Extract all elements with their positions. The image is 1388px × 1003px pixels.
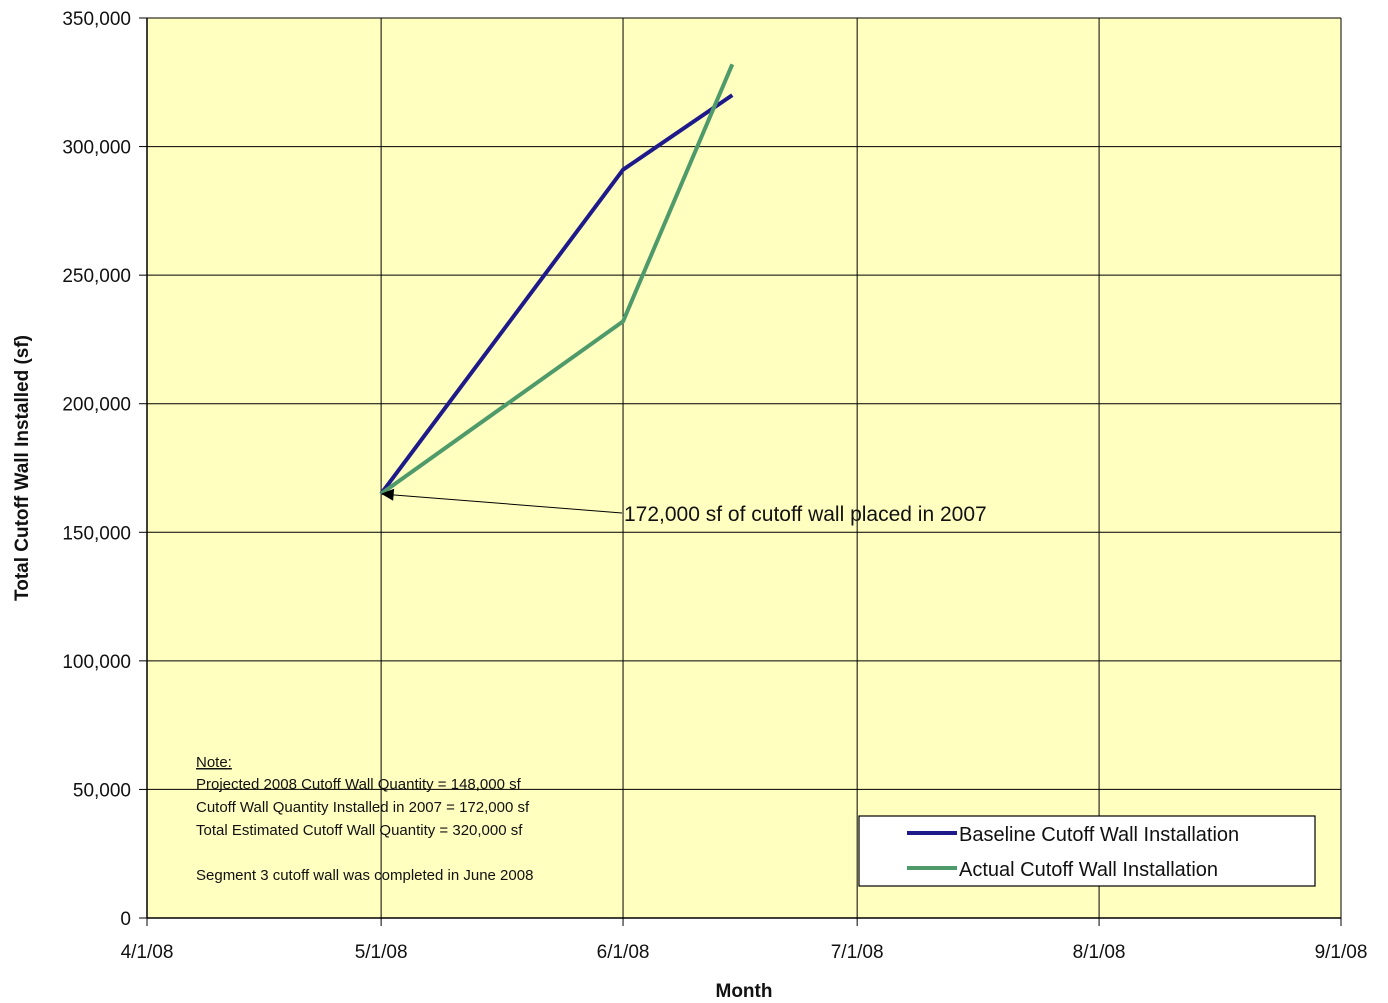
y-tick-label: 200,000 — [62, 395, 131, 416]
x-tick-label: 4/1/08 — [121, 942, 174, 963]
baseline-series-line — [379, 93, 734, 495]
y-tick-label: 150,000 — [62, 523, 131, 544]
x-tick-label: 9/1/08 — [1315, 942, 1368, 963]
note-line-2: Cutoff Wall Quantity Installed in 2007 =… — [196, 799, 530, 816]
x-tick-label: 7/1/08 — [831, 942, 884, 963]
x-tick-label: 8/1/08 — [1073, 942, 1126, 963]
y-tick-labels: 0 50,000 100,000 150,000 200,000 250,000 300,0… — [62, 9, 131, 930]
axes — [146, 18, 1341, 919]
legend-box — [858, 815, 1316, 887]
note-line-1: Projected 2008 Cutoff Wall Quantity = 14… — [196, 776, 522, 793]
y-axis-title: Total Cutoff Wall Installed (sf) — [12, 335, 33, 601]
legend-label-baseline: Baseline Cutoff Wall Installation — [959, 824, 1239, 846]
annotation-text: 172,000 sf of cutoff wall placed in 2007 — [624, 503, 987, 526]
y-tick-label: 50,000 — [73, 780, 131, 801]
annotation-arrow-line — [391, 494, 623, 514]
plot-area — [147, 18, 1341, 918]
x-tick-labels: 4/1/08 5/1/08 6/1/08 7/1/08 8/1/08 9/1/08 — [121, 942, 1368, 963]
grid-lines — [139, 17, 1342, 926]
series-lines — [379, 63, 735, 496]
legend: Baseline Cutoff Wall Installation Actual… — [858, 815, 1316, 887]
note-heading: Note: — [196, 754, 232, 771]
y-tick-label: 100,000 — [62, 652, 131, 673]
y-tick-label: 350,000 — [62, 9, 131, 30]
actual-series-line — [379, 63, 735, 496]
legend-label-actual: Actual Cutoff Wall Installation — [959, 859, 1218, 881]
note-line-5: Segment 3 cutoff wall was completed in J… — [196, 867, 533, 884]
note-line-3: Total Estimated Cutoff Wall Quantity = 3… — [196, 822, 523, 839]
annotation: 172,000 sf of cutoff wall placed in 2007 — [381, 488, 987, 526]
x-axis-title: Month — [716, 981, 773, 1002]
y-tick-label: 250,000 — [62, 266, 131, 287]
y-tick-label: 300,000 — [62, 138, 131, 159]
x-tick-label: 5/1/08 — [355, 942, 408, 963]
y-tick-label: 0 — [120, 909, 131, 930]
annotation-arrowhead — [381, 488, 395, 501]
note-block: Note: Projected 2008 Cutoff Wall Quantit… — [196, 754, 533, 884]
x-tick-label: 6/1/08 — [597, 942, 650, 963]
